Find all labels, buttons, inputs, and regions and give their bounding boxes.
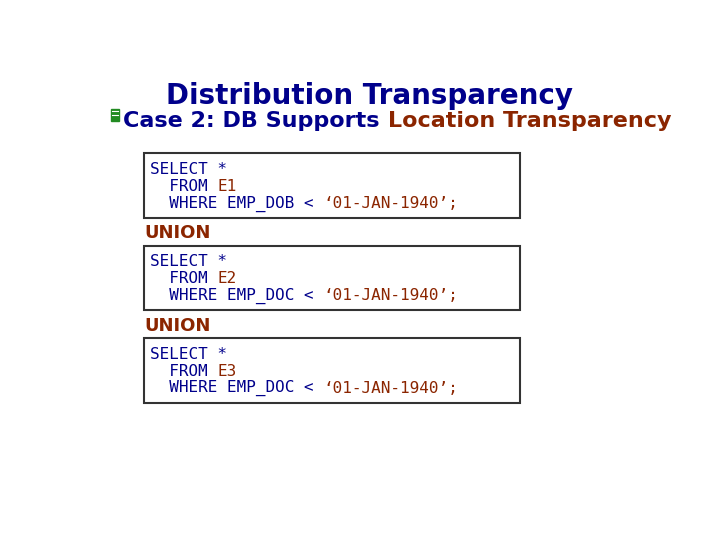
Text: WHERE EMP_DOC <: WHERE EMP_DOC < [150,380,324,396]
Text: E3: E3 [218,364,237,379]
Text: ‘01-JAN-1940’;: ‘01-JAN-1940’; [324,381,459,396]
Text: SELECT *: SELECT * [150,347,228,362]
Text: Case 2: DB Supports: Case 2: DB Supports [123,111,387,131]
Text: SELECT *: SELECT * [150,254,228,269]
Text: UNION: UNION [144,224,211,242]
Text: Distribution Transparency: Distribution Transparency [166,82,572,110]
Text: WHERE EMP_DOC <: WHERE EMP_DOC < [150,288,324,304]
Text: FROM: FROM [150,272,218,286]
Text: ‘01-JAN-1940’;: ‘01-JAN-1940’; [324,196,459,211]
Text: E2: E2 [218,272,237,286]
Text: FROM: FROM [150,179,218,194]
Text: ‘01-JAN-1940’;: ‘01-JAN-1940’; [324,288,459,303]
FancyBboxPatch shape [144,338,520,403]
Text: FROM: FROM [150,364,218,379]
FancyBboxPatch shape [144,153,520,218]
FancyBboxPatch shape [144,246,520,310]
FancyBboxPatch shape [111,110,120,121]
Text: SELECT *: SELECT * [150,162,228,177]
Text: E1: E1 [218,179,237,194]
Text: WHERE EMP_DOB <: WHERE EMP_DOB < [150,195,324,212]
Text: Location Transparency: Location Transparency [387,111,671,131]
Text: UNION: UNION [144,316,211,335]
